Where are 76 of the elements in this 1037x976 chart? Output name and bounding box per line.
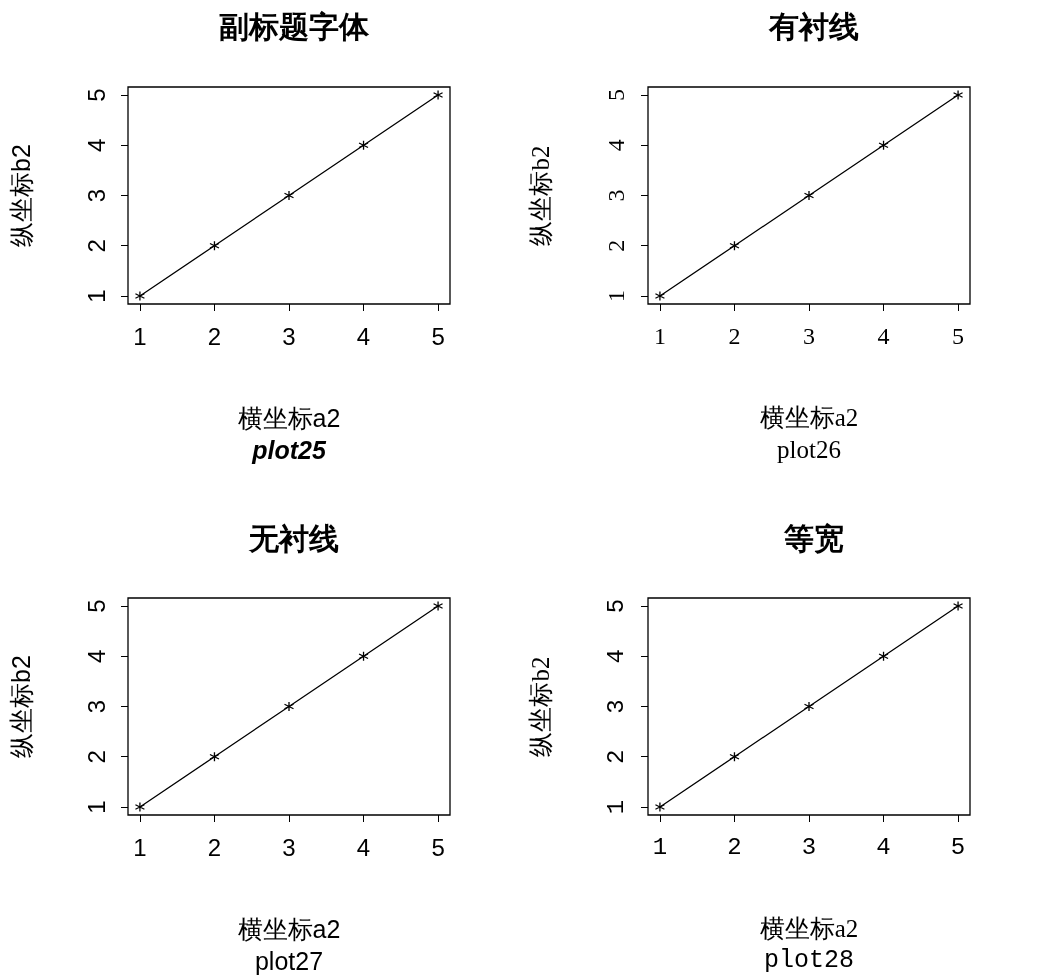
point — [283, 190, 295, 201]
text: plot27 — [254, 946, 324, 975]
x-tick-label: 2 — [207, 833, 222, 861]
point — [134, 290, 146, 302]
point — [134, 801, 146, 813]
point — [358, 651, 369, 662]
x-tick-label: 4 — [876, 833, 891, 861]
x-tick-label: 1 — [133, 322, 147, 350]
y-tick-label: 5 — [602, 598, 630, 614]
y-tick-label: 5 — [82, 599, 110, 613]
y-tick-label: 1 — [602, 799, 630, 815]
point — [952, 600, 964, 612]
text: plot26 — [777, 436, 841, 463]
point — [209, 240, 220, 251]
point — [729, 240, 740, 251]
y-tick-label: 3 — [602, 699, 630, 714]
point — [654, 801, 666, 813]
y-tick-label: 5 — [82, 88, 110, 102]
y-tick-label: 4 — [82, 649, 110, 663]
x-tick-label: 3 — [803, 323, 815, 349]
point — [654, 290, 666, 302]
x-tick-label: 1 — [652, 833, 668, 861]
y-tick-label: 3 — [603, 189, 629, 202]
y-tick-label: 2 — [603, 239, 629, 252]
x-tick-label: 5 — [950, 833, 966, 861]
y-axis-title: 纵坐标b2 — [6, 655, 35, 758]
x-tick-label: 1 — [133, 833, 147, 861]
y-tick-label: 4 — [82, 138, 110, 152]
point — [209, 751, 220, 762]
point — [432, 89, 444, 101]
x-tick-label: 3 — [282, 833, 296, 861]
point — [432, 600, 444, 612]
y-tick-label: 1 — [82, 289, 110, 303]
point — [803, 190, 815, 201]
x-axis-title: 横坐标a2 — [237, 403, 341, 432]
text: plot28 — [763, 946, 855, 975]
x-axis-title: 横坐标a2 — [759, 404, 859, 431]
x-tick-label: 2 — [207, 322, 222, 350]
x-tick-label: 5 — [431, 322, 445, 350]
chart-title: 无衬线 — [248, 521, 339, 555]
point — [878, 140, 889, 151]
y-axis-title: 纵坐标b2 — [527, 145, 554, 246]
y-tick-label: 2 — [602, 749, 630, 764]
x-tick-label: 2 — [728, 323, 741, 349]
y-axis-title: 纵坐标b2 — [6, 144, 35, 247]
y-tick-label: 3 — [82, 188, 110, 203]
x-axis-title: 横坐标a2 — [237, 914, 341, 943]
text: plot25 — [251, 435, 327, 464]
point — [878, 651, 889, 662]
y-tick-label: 1 — [603, 289, 629, 302]
x-tick-label: 4 — [356, 833, 371, 861]
y-tick-label: 1 — [82, 800, 110, 814]
point — [803, 701, 815, 712]
x-tick-label: 3 — [801, 833, 817, 861]
x-axis-title: 横坐标a2 — [759, 915, 859, 942]
point — [358, 140, 369, 151]
y-axis-title: 纵坐标b2 — [527, 656, 554, 757]
point — [952, 89, 964, 101]
chart-title: 副标题字体 — [219, 9, 370, 43]
x-tick-label: 2 — [727, 833, 742, 861]
x-tick-label: 4 — [877, 323, 890, 349]
y-tick-label: 4 — [603, 139, 629, 152]
chart-title: 有衬线 — [768, 9, 859, 43]
y-tick-label: 5 — [603, 89, 629, 102]
x-tick-label: 1 — [653, 323, 666, 349]
x-tick-label: 4 — [356, 322, 371, 350]
y-tick-label: 3 — [82, 699, 110, 714]
chart-title: 等宽 — [783, 521, 844, 555]
point — [283, 701, 295, 712]
x-tick-label: 5 — [431, 833, 445, 861]
y-tick-label: 4 — [602, 649, 630, 664]
x-tick-label: 3 — [282, 322, 296, 350]
y-tick-label: 2 — [82, 239, 110, 253]
y-tick-label: 2 — [82, 750, 110, 764]
x-tick-label: 5 — [952, 323, 965, 349]
point — [729, 751, 740, 762]
